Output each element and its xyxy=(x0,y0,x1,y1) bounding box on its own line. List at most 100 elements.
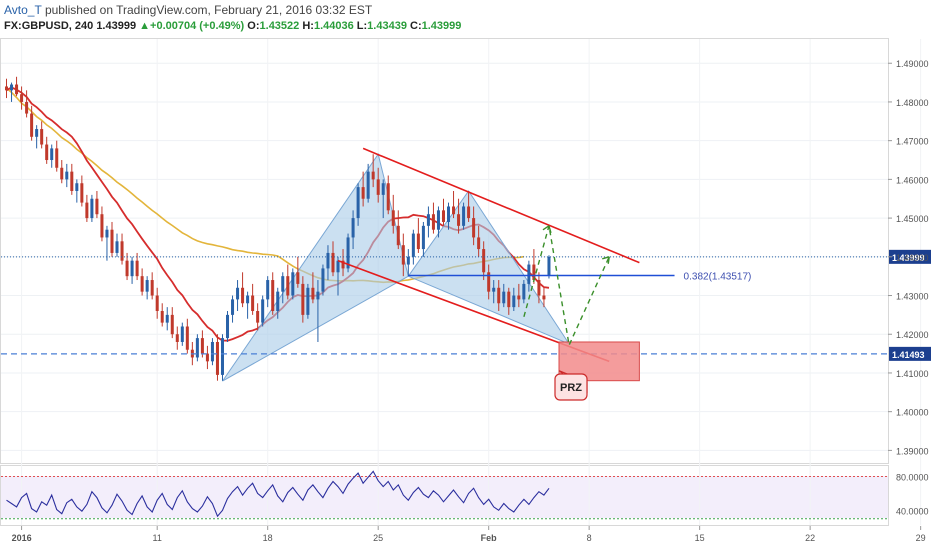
candle-body xyxy=(246,295,250,304)
price-tick-label: 1.43000 xyxy=(896,292,929,302)
candle-body xyxy=(376,179,380,195)
time-tick-label: Feb xyxy=(481,533,498,543)
candle-body xyxy=(185,326,189,350)
time-tick-label: 18 xyxy=(263,533,273,543)
rsi-tick-label: 40.0000 xyxy=(896,506,929,516)
candle-body xyxy=(467,206,471,219)
candle-body xyxy=(296,272,300,284)
candle-body xyxy=(60,167,64,180)
main-pane-border xyxy=(0,38,889,464)
candle-body xyxy=(205,353,209,362)
candle-body xyxy=(462,206,466,226)
candle-body xyxy=(40,129,44,145)
candle-body xyxy=(356,187,360,219)
candle-body xyxy=(532,264,536,281)
rsi-line xyxy=(6,470,550,518)
candle-body xyxy=(251,295,255,312)
candle-body xyxy=(291,272,295,296)
candle-body xyxy=(276,291,280,312)
low-label: L: xyxy=(356,20,368,32)
rsi-tick-label: 80.0000 xyxy=(896,472,929,482)
time-tick-label: 8 xyxy=(587,533,592,543)
projection-arrowhead xyxy=(542,225,552,234)
symbol-label[interactable]: FX:GBPUSD, 240 xyxy=(4,20,94,32)
time-tick-label: 22 xyxy=(805,533,815,543)
candles[interactable] xyxy=(5,76,551,381)
price-tick-label: 1.41000 xyxy=(896,369,929,379)
time-tick-label: 29 xyxy=(916,533,926,543)
candle-body xyxy=(416,233,420,250)
candle-body xyxy=(226,314,230,339)
candle-body xyxy=(70,171,74,191)
candle-body xyxy=(15,84,19,95)
price-tick-label: 1.39000 xyxy=(896,446,929,456)
change-arrow-icon: ▲ xyxy=(139,20,151,32)
candle-body xyxy=(175,334,179,342)
candle-body xyxy=(140,276,144,292)
projection-path xyxy=(523,225,610,348)
price-change: +0.00704 (+0.49%) xyxy=(150,20,245,32)
publish-info: published on TradingView.com, February 2… xyxy=(44,3,373,17)
pattern-xab-triangle xyxy=(222,152,409,382)
candle-body xyxy=(220,338,224,375)
price-axis[interactable]: 1.49000 1.48000 1.47000 1.46000 1.45000 1.440… xyxy=(888,59,929,516)
candle-body xyxy=(326,252,330,269)
candle-body xyxy=(105,229,109,238)
candle-body xyxy=(271,280,275,312)
close-value: 1.43999 xyxy=(421,20,462,32)
candle-body xyxy=(401,245,405,265)
candle-body xyxy=(155,295,159,312)
candle-body xyxy=(241,287,245,304)
candle-body xyxy=(391,210,395,226)
rsi-pane-border xyxy=(0,465,889,526)
time-axis[interactable]: 2016111825Feb8152229Mar713:00 xyxy=(12,526,932,543)
candle-body xyxy=(110,229,114,253)
candle-body xyxy=(231,299,235,315)
candle-body xyxy=(341,260,345,269)
chart-header: Avto_T published on TradingView.com, Feb… xyxy=(0,0,932,38)
candle-body xyxy=(85,202,89,219)
support-badge xyxy=(889,346,931,361)
price-tick-label: 1.48000 xyxy=(896,98,929,108)
trendline xyxy=(362,147,640,264)
candle-body xyxy=(492,287,496,292)
candle-body xyxy=(547,256,551,276)
candle-body xyxy=(115,241,119,253)
candle-body xyxy=(120,241,124,261)
candle-body xyxy=(170,314,174,335)
candle-body xyxy=(215,341,219,375)
candle-body xyxy=(472,218,476,238)
symbol-line: FX:GBPUSD, 240 1.43999 ▲+0.00704 (+0.49%… xyxy=(4,20,461,32)
rsi-indicator xyxy=(1,470,888,520)
candle-body xyxy=(331,252,335,273)
candle-body xyxy=(512,295,516,308)
candle-body xyxy=(507,291,511,308)
high-label: H: xyxy=(302,20,314,32)
candle-body xyxy=(160,311,164,323)
publish-line: Avto_T published on TradingView.com, Feb… xyxy=(4,3,372,17)
candle-body xyxy=(421,225,425,250)
candle-body xyxy=(321,268,325,292)
price-tick-label: 1.42000 xyxy=(896,330,929,340)
candle-body xyxy=(361,187,365,199)
candle-body xyxy=(150,280,154,296)
candle-body xyxy=(447,206,451,222)
candle-body xyxy=(25,101,29,114)
fib-level-label: 0.382(1.43517) xyxy=(684,272,752,283)
harmonic-pattern xyxy=(222,152,571,382)
candle-body xyxy=(311,287,315,300)
high-value: 1.44036 xyxy=(313,20,354,32)
current-price-badge xyxy=(889,249,931,264)
candle-body xyxy=(5,86,9,91)
candle-body xyxy=(431,214,435,230)
candle-body xyxy=(10,84,14,91)
candle-body xyxy=(286,276,290,296)
author-link[interactable]: Avto_T xyxy=(4,3,42,17)
candle-body xyxy=(316,291,320,300)
candle-body xyxy=(436,210,440,230)
candle-body xyxy=(135,260,139,277)
time-tick-label: 11 xyxy=(153,533,162,543)
candle-body xyxy=(256,311,260,323)
candle-body xyxy=(281,276,285,292)
